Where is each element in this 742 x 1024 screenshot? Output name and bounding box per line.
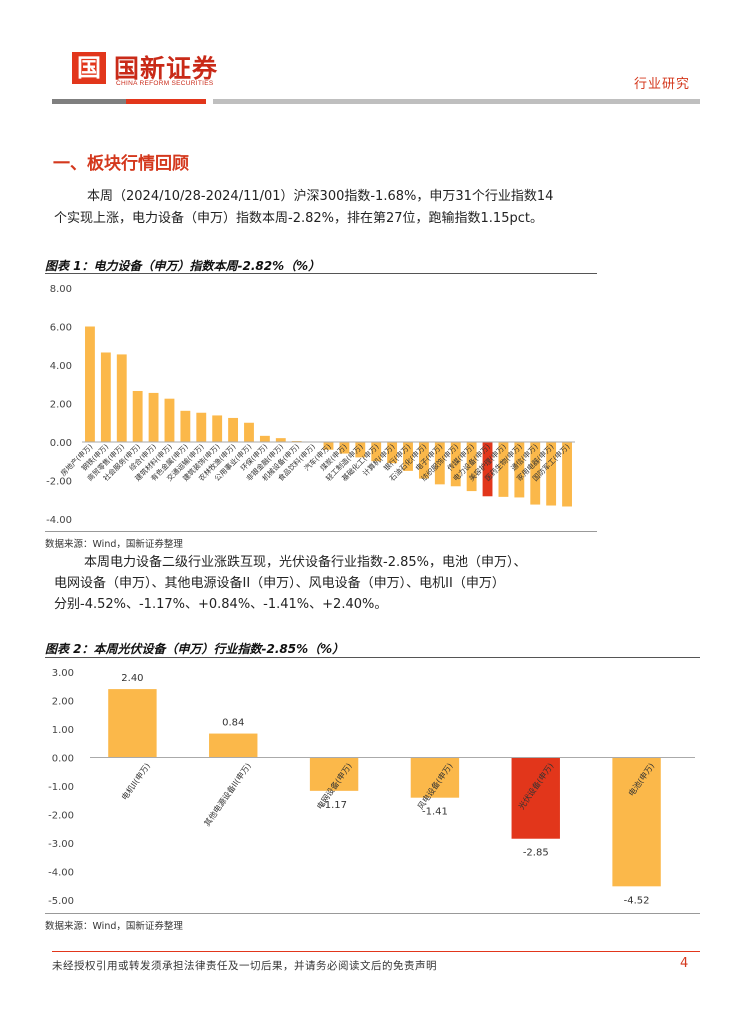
bar	[511, 757, 560, 839]
bar	[466, 442, 477, 492]
figure-2-chart: 3.00 2.00 1.00 0.00 -1.00 -2.00 -3.00 -4.00 -5.0…	[48, 668, 695, 907]
bar	[339, 442, 350, 454]
bar	[387, 442, 398, 464]
bar	[132, 390, 143, 442]
bar	[530, 442, 541, 505]
bar	[85, 326, 95, 442]
bar	[212, 415, 223, 442]
y-tick-label: 2.00	[50, 400, 72, 411]
data-label: -2.85	[523, 848, 549, 859]
page-number: 4	[680, 956, 689, 971]
figure-1-bottom-rule	[45, 531, 597, 532]
figure-2-source: 数据来源：Wind，国新证券整理	[45, 921, 183, 932]
figure-2-caption: 图表 2：本周光伏设备（申万）行业指数-2.85%（%）	[45, 642, 345, 656]
y-tick-label: 3.00	[52, 668, 74, 679]
company-name-en: CHINA REFORM SECURITIES	[116, 80, 214, 87]
y-tick-label: 4.00	[50, 361, 72, 372]
y-tick-label: -4.00	[46, 515, 72, 526]
y-tick-label: -1.00	[48, 782, 74, 793]
bar	[434, 442, 445, 485]
report-type-label: 行业研究	[633, 77, 690, 92]
bar	[196, 412, 207, 442]
bar	[371, 442, 382, 462]
bar	[259, 435, 270, 442]
company-logo-icon: 国	[72, 52, 106, 84]
bar	[482, 442, 493, 497]
figure-1-caption: 图表 1：电力设备（申万）指数本周-2.82%（%）	[45, 259, 321, 273]
bar	[108, 689, 157, 758]
bar	[514, 442, 525, 498]
y-tick-label: -3.00	[48, 839, 74, 850]
y-tick-label: -2.00	[46, 477, 72, 488]
footer-disclaimer: 未经授权引用或转发须承担法律责任及一切后果，并请务必阅读文后的免责声明	[52, 960, 437, 972]
paragraph-2-line-3: 分别-4.52%、-1.17%、+0.84%、-1.41%、+2.40%。	[54, 597, 388, 612]
bar	[612, 757, 661, 887]
x-tick-label: 电机II(申万)	[119, 761, 152, 802]
figure-1-caption-rule	[45, 273, 597, 274]
figure-1-source: 数据来源：Wind，国新证券整理	[45, 539, 183, 550]
data-label: -1.41	[422, 807, 448, 818]
paragraph-1-line-2: 个实现上涨，电力设备（申万）指数本周-2.82%，排在第27位，跑输指数1.15…	[54, 211, 543, 226]
x-tick-label: 其他电源设备II(申万)	[202, 761, 253, 828]
y-tick-label: -4.00	[48, 868, 74, 879]
bar	[309, 757, 359, 791]
bar	[562, 442, 572, 507]
bar	[228, 417, 239, 442]
bar	[164, 398, 175, 442]
bar	[148, 392, 159, 442]
bar	[546, 442, 557, 506]
header-bar-red	[126, 99, 206, 104]
header-bar-gray	[52, 99, 126, 104]
bar	[355, 442, 366, 458]
bar	[100, 352, 111, 442]
y-tick-label: 0.00	[52, 754, 74, 765]
bar	[244, 422, 254, 442]
y-tick-label: 8.00	[50, 284, 72, 295]
bar	[418, 442, 429, 479]
bar	[450, 442, 461, 487]
data-label: -1.17	[321, 800, 347, 811]
bar	[116, 354, 127, 442]
bar	[323, 442, 334, 450]
paragraph-2-line-1: 本周电力设备二级行业涨跌互现，光伏设备行业指数-2.85%，电池（申万）、	[84, 555, 527, 570]
y-tick-label: 1.00	[52, 725, 74, 736]
section-title: 一、板块行情回顾	[53, 154, 189, 174]
bar	[180, 410, 191, 442]
bar	[498, 442, 509, 497]
y-tick-label: 0.00	[50, 438, 72, 449]
paragraph-2-line-2: 电网设备（申万）、其他电源设备II（申万）、风电设备（申万）、电机II（申万）	[54, 576, 505, 591]
company-name-cn: 国新证券	[114, 54, 219, 83]
bar	[209, 733, 258, 758]
data-label: 2.40	[121, 673, 143, 684]
bar	[410, 757, 460, 798]
y-tick-label: 6.00	[50, 323, 72, 334]
footer-rule	[52, 951, 700, 952]
paragraph-1-line-1: 本周（2024/10/28-2024/11/01）沪深300指数-1.68%，申…	[87, 189, 554, 204]
y-tick-label: -5.00	[48, 896, 74, 907]
figure-1-chart: 8.006.004.002.000.00-2.00-4.00房地产(申万)钢铁(…	[46, 284, 575, 526]
bar	[403, 442, 413, 471]
figure-2-caption-rule	[45, 657, 700, 658]
data-label: -4.52	[624, 895, 650, 906]
bar	[275, 438, 286, 442]
header-bar-light	[213, 99, 700, 104]
y-tick-label: -2.00	[48, 811, 74, 822]
figure-2-bottom-rule	[45, 913, 700, 914]
y-tick-label: 2.00	[52, 697, 74, 708]
data-label: 0.84	[222, 718, 244, 729]
